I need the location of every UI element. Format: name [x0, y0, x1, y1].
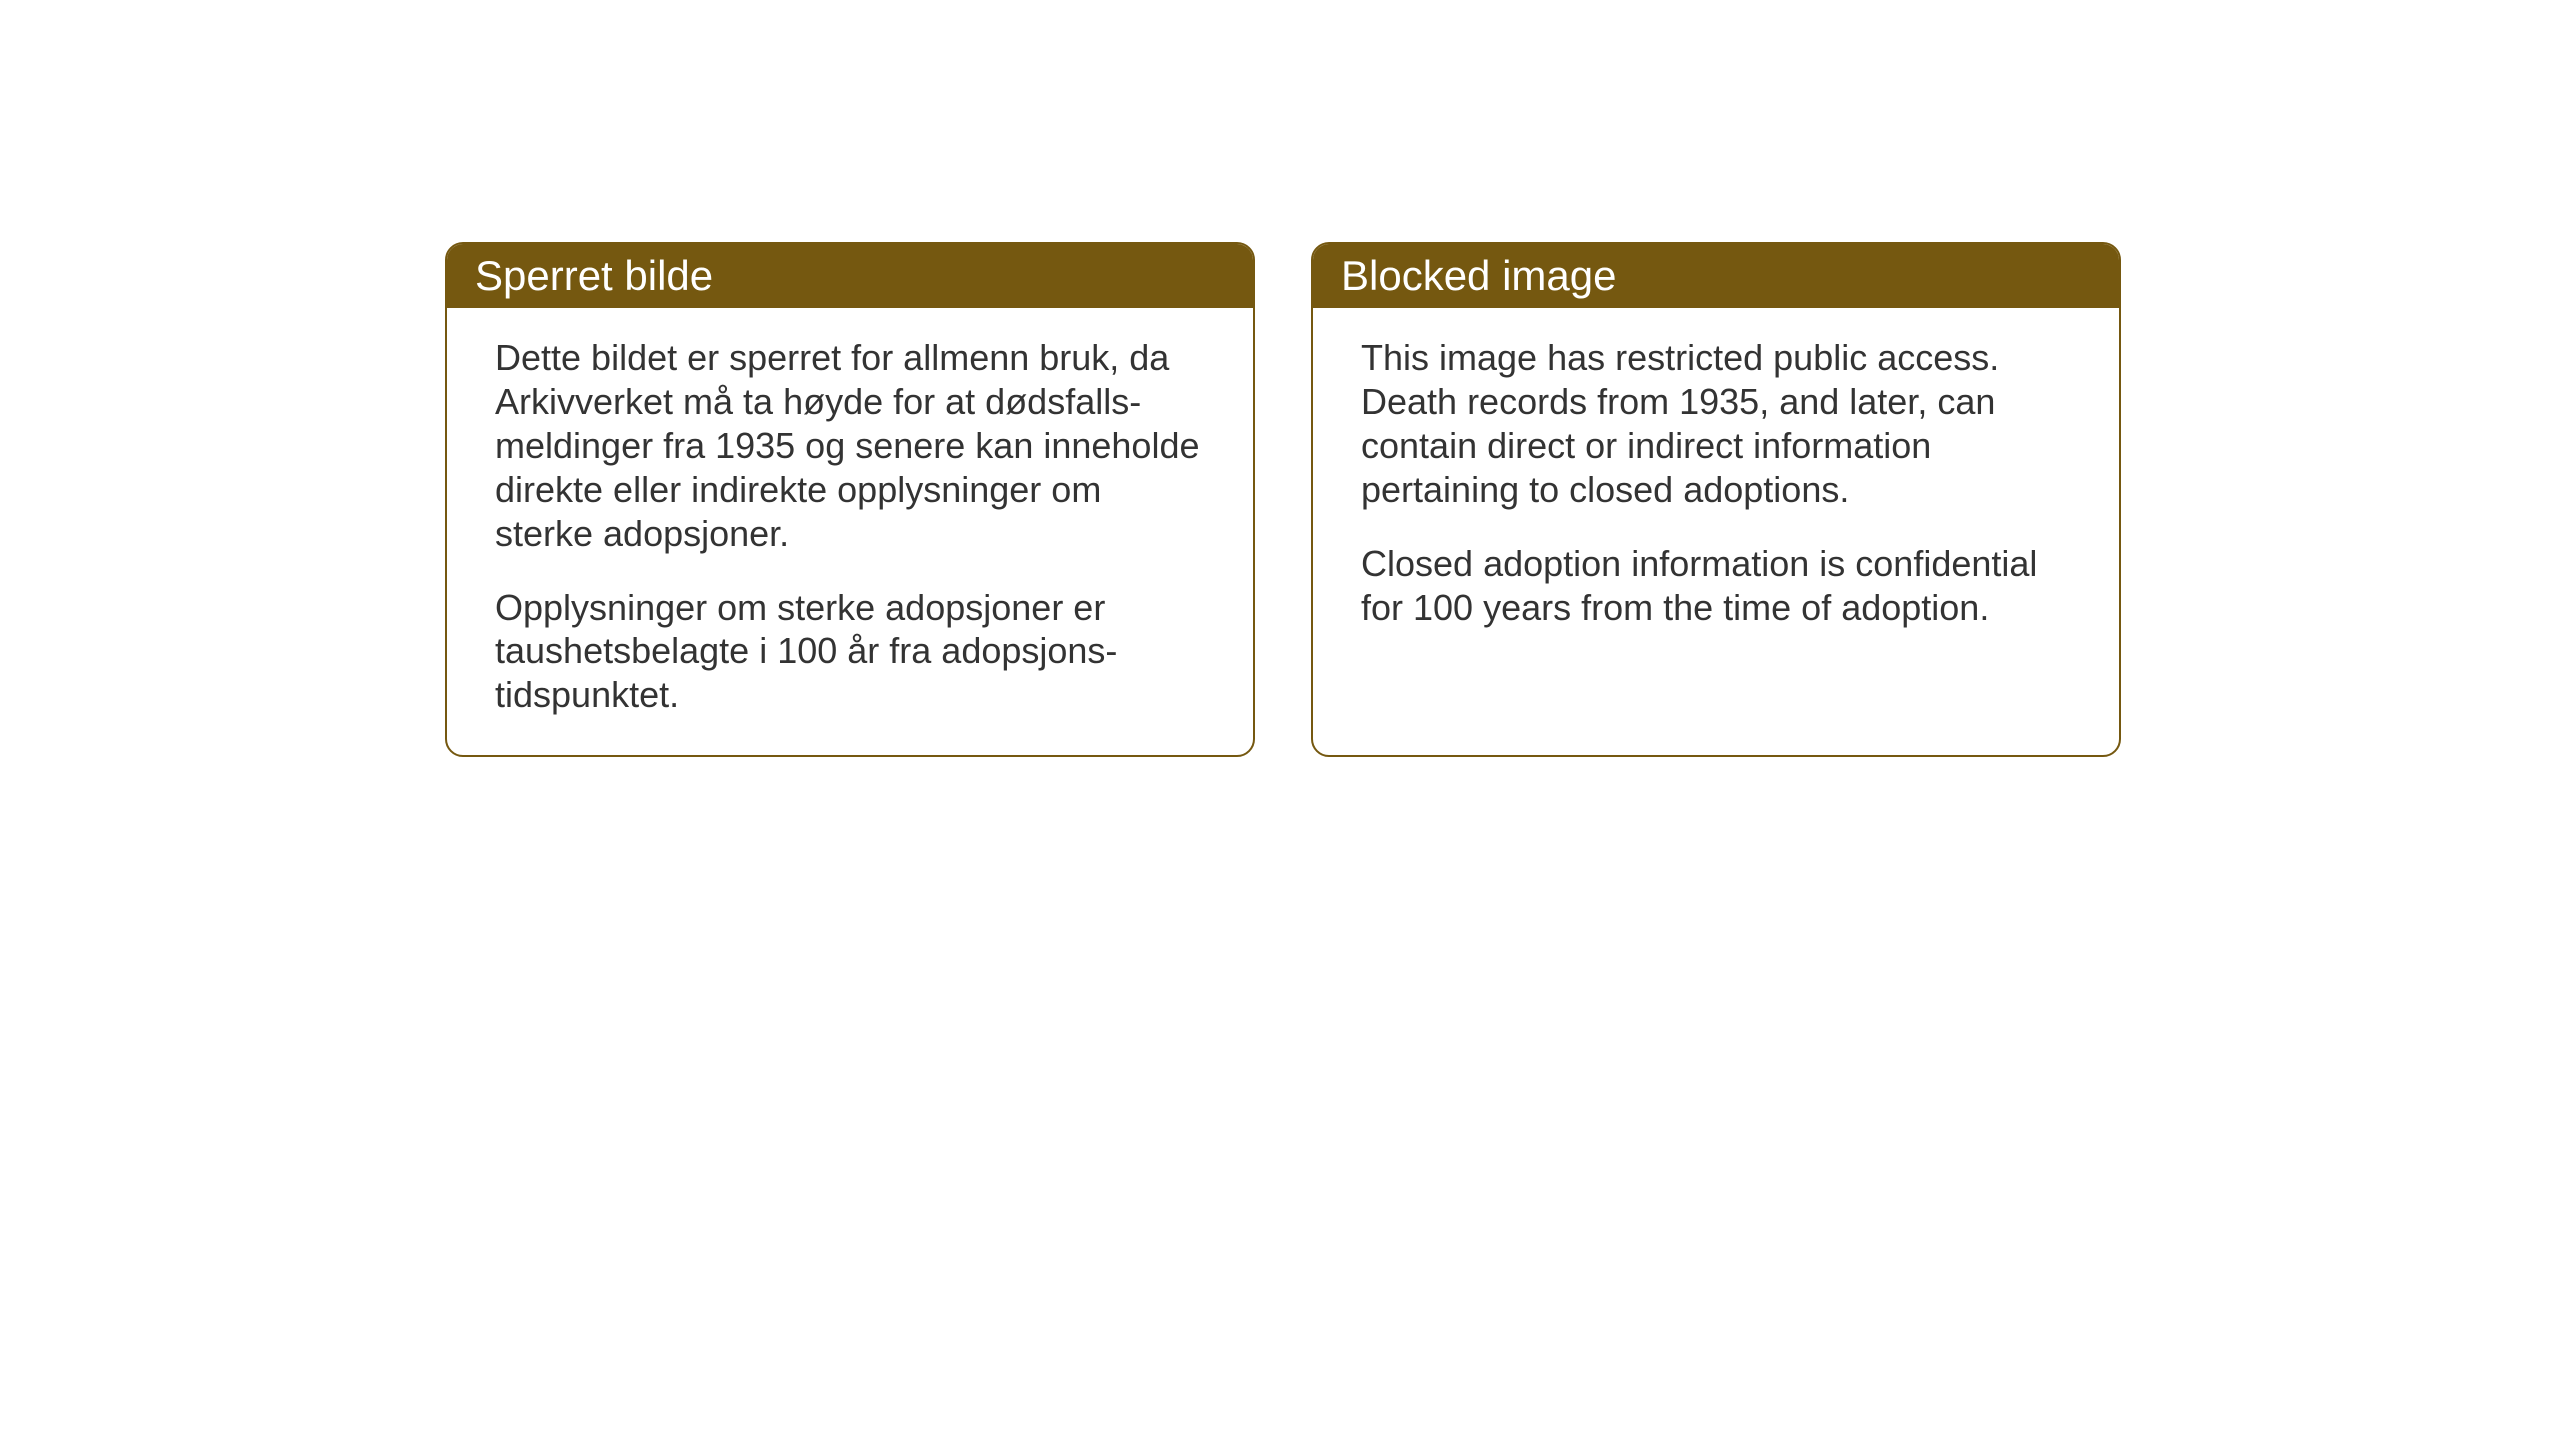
- english-notice-card: Blocked image This image has restricted …: [1311, 242, 2121, 757]
- notice-container: Sperret bilde Dette bildet er sperret fo…: [445, 242, 2121, 757]
- english-paragraph-2: Closed adoption information is confident…: [1361, 542, 2071, 630]
- english-card-body: This image has restricted public access.…: [1313, 308, 2119, 667]
- norwegian-paragraph-2: Opplysninger om sterke adopsjoner er tau…: [495, 586, 1205, 718]
- norwegian-card-body: Dette bildet er sperret for allmenn bruk…: [447, 308, 1253, 755]
- norwegian-card-title: Sperret bilde: [447, 244, 1253, 308]
- english-card-title: Blocked image: [1313, 244, 2119, 308]
- norwegian-notice-card: Sperret bilde Dette bildet er sperret fo…: [445, 242, 1255, 757]
- norwegian-paragraph-1: Dette bildet er sperret for allmenn bruk…: [495, 336, 1205, 556]
- english-paragraph-1: This image has restricted public access.…: [1361, 336, 2071, 512]
